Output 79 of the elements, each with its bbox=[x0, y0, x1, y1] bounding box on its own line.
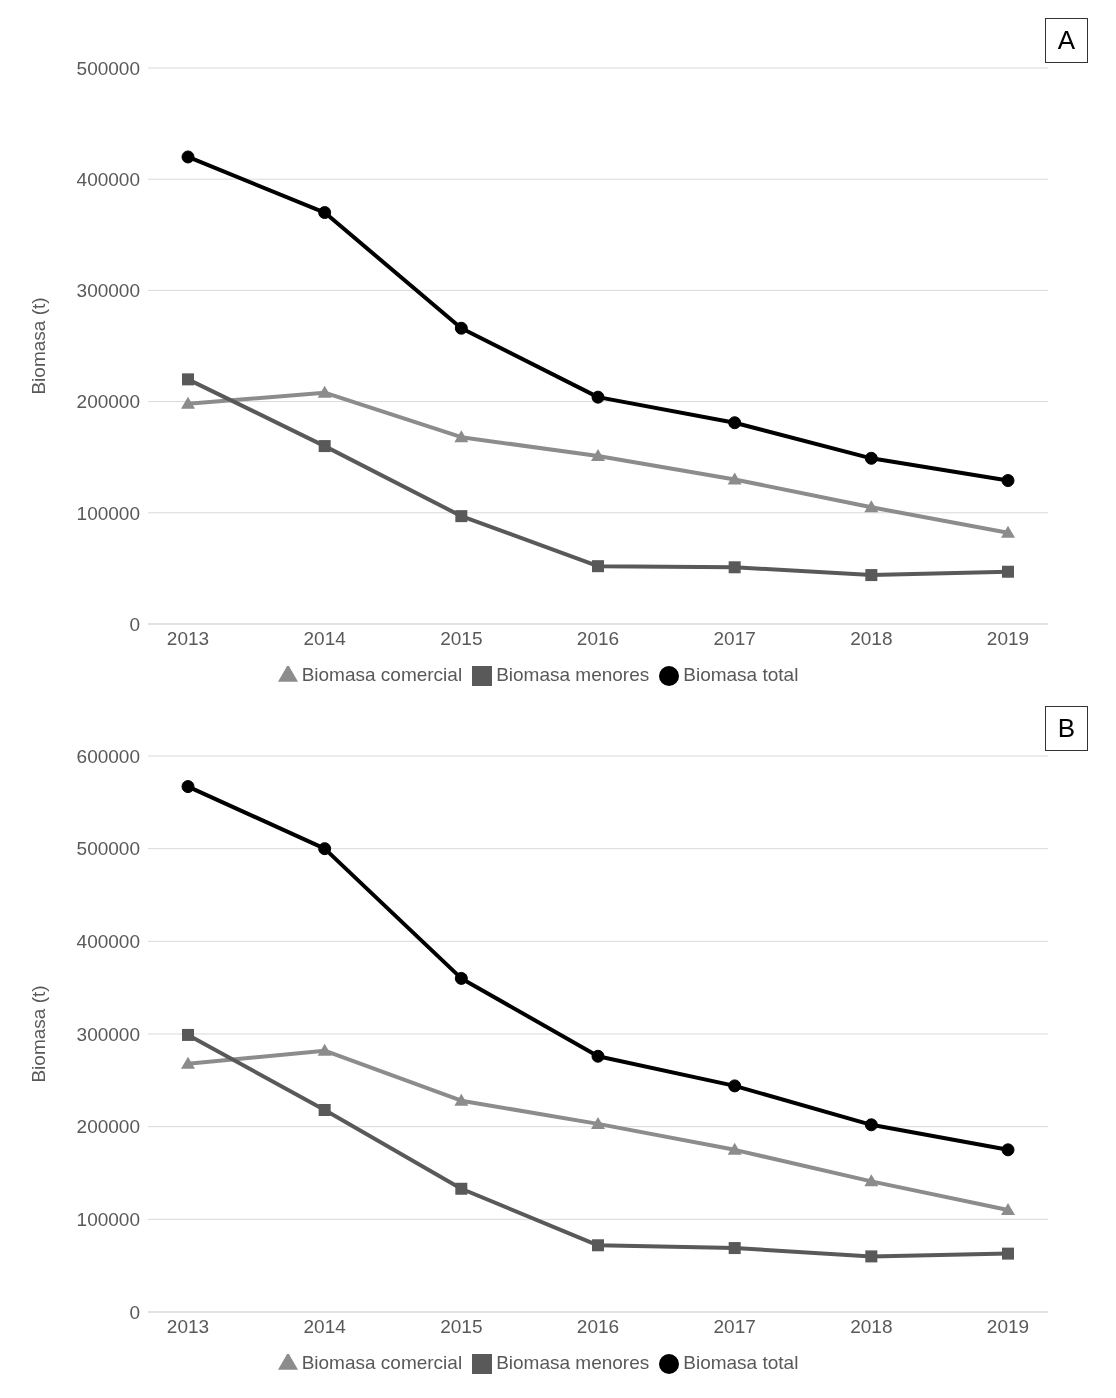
point bbox=[864, 451, 878, 465]
point bbox=[591, 390, 605, 404]
point bbox=[728, 1079, 742, 1093]
x-tick-label: 2019 bbox=[986, 1316, 1030, 1338]
point bbox=[865, 569, 878, 582]
point bbox=[454, 971, 468, 985]
y-tick-label: 600000 bbox=[76, 745, 140, 767]
y-tick-label: 400000 bbox=[76, 168, 140, 190]
legend-label: Biomasa comercial bbox=[301, 1352, 463, 1373]
x-tick-label: 2017 bbox=[713, 1316, 756, 1338]
y-axis-title: Biomasa (t) bbox=[27, 985, 49, 1083]
x-tick-label: 2014 bbox=[303, 1316, 347, 1338]
point bbox=[728, 1242, 741, 1255]
y-tick-label: 300000 bbox=[76, 280, 140, 302]
point bbox=[591, 449, 605, 462]
x-tick-label: 2018 bbox=[850, 628, 893, 650]
y-tick-label: 0 bbox=[129, 613, 140, 635]
y-tick-label: 200000 bbox=[76, 391, 140, 413]
point bbox=[182, 373, 194, 386]
point bbox=[454, 1093, 469, 1106]
point bbox=[318, 842, 332, 856]
point bbox=[591, 1049, 605, 1063]
legend-label: Biomasa total bbox=[683, 664, 799, 685]
x-tick-label: 2016 bbox=[576, 628, 620, 650]
legend-label: Biomasa total bbox=[683, 1352, 799, 1373]
x-tick-label: 2013 bbox=[166, 628, 210, 650]
point bbox=[727, 472, 742, 485]
y-tick-label: 0 bbox=[129, 1301, 140, 1323]
point bbox=[727, 1142, 742, 1155]
point bbox=[592, 1239, 604, 1252]
x-tick-label: 2014 bbox=[303, 628, 347, 650]
y-tick-label: 300000 bbox=[76, 1023, 140, 1045]
point bbox=[317, 1043, 332, 1056]
point bbox=[181, 150, 195, 164]
point bbox=[455, 510, 468, 523]
point bbox=[864, 500, 879, 513]
point bbox=[865, 1250, 878, 1263]
point bbox=[455, 1182, 468, 1195]
y-tick-label: 100000 bbox=[76, 1209, 140, 1231]
x-tick-label: 2013 bbox=[166, 1316, 210, 1338]
point bbox=[181, 780, 195, 794]
point bbox=[728, 416, 742, 430]
point bbox=[864, 1118, 878, 1132]
text: B bbox=[1044, 706, 1088, 751]
legend-label: Biomasa menores bbox=[496, 664, 650, 685]
y-tick-label: 400000 bbox=[76, 931, 140, 953]
point bbox=[1001, 1143, 1015, 1157]
point bbox=[728, 561, 741, 574]
point bbox=[318, 206, 332, 220]
point bbox=[591, 1116, 605, 1129]
point bbox=[182, 1028, 194, 1041]
point bbox=[317, 385, 332, 398]
point bbox=[1002, 565, 1014, 578]
point bbox=[318, 440, 331, 453]
x-tick-label: 2018 bbox=[850, 1316, 893, 1338]
point bbox=[592, 560, 604, 573]
y-tick-label: 500000 bbox=[76, 838, 140, 860]
x-tick-label: 2015 bbox=[440, 1316, 483, 1338]
point bbox=[1001, 1203, 1015, 1216]
y-tick-label: 100000 bbox=[76, 502, 140, 524]
point bbox=[181, 396, 195, 409]
point bbox=[181, 1056, 195, 1069]
point bbox=[318, 1103, 331, 1116]
x-tick-label: 2019 bbox=[986, 628, 1030, 650]
y-tick-label: 200000 bbox=[76, 1116, 140, 1138]
x-tick-label: 2015 bbox=[440, 628, 483, 650]
point bbox=[1001, 474, 1015, 488]
legend-label: Biomasa menores bbox=[496, 1352, 650, 1373]
point bbox=[1002, 1247, 1014, 1260]
x-tick-label: 2016 bbox=[576, 1316, 620, 1338]
y-tick-label: 500000 bbox=[76, 57, 140, 79]
point bbox=[454, 321, 468, 335]
x-tick-label: 2017 bbox=[713, 628, 756, 650]
point bbox=[454, 430, 469, 443]
point bbox=[1001, 525, 1015, 538]
point bbox=[864, 1174, 879, 1187]
text: A bbox=[1044, 18, 1088, 63]
legend-label: Biomasa comercial bbox=[301, 664, 463, 685]
y-axis-title: Biomasa (t) bbox=[27, 297, 49, 395]
